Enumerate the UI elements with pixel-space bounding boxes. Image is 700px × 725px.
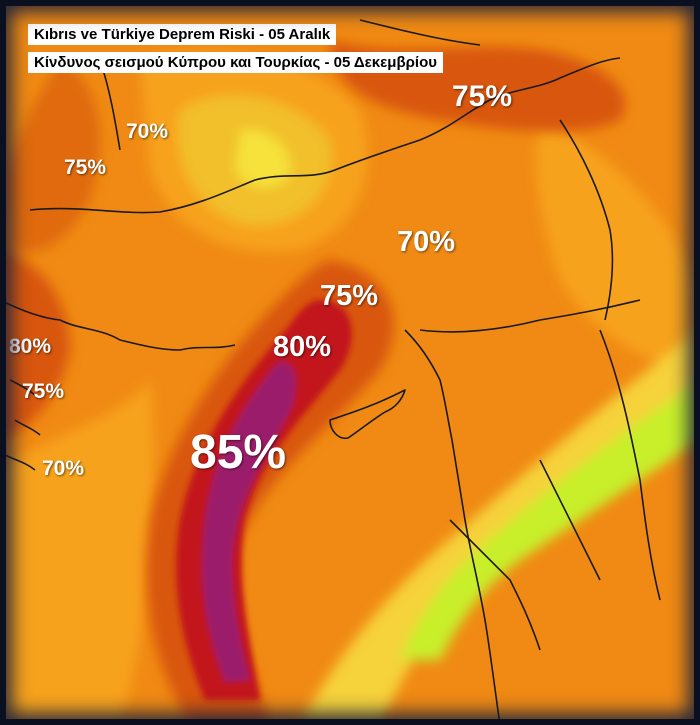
border-south bbox=[449, 519, 541, 651]
border-east-1 bbox=[419, 119, 641, 333]
dark-orange-zone-west bbox=[0, 250, 70, 440]
risk-label: 70% bbox=[126, 120, 169, 143]
risk-label: 80% bbox=[273, 331, 332, 363]
yellow-band-southeast bbox=[300, 330, 700, 725]
yellow-highlight-north bbox=[235, 129, 291, 188]
title-greek: Κίνδυνος σεισμού Κύπρου και Τουρκίας - 0… bbox=[28, 52, 443, 73]
risk-label: 80% bbox=[9, 335, 52, 358]
title-turkish: Kıbrıs ve Türkiye Deprem Riski - 05 Aral… bbox=[28, 24, 337, 45]
risk-label: 75% bbox=[452, 80, 513, 113]
risk-label: 70% bbox=[397, 226, 456, 258]
aegean-islands bbox=[4, 379, 41, 471]
lime-band-southeast bbox=[400, 380, 700, 660]
southern-turkey-coast bbox=[0, 299, 236, 351]
cyprus-outline bbox=[329, 389, 406, 440]
black-sea-coast bbox=[29, 57, 621, 214]
levant-coast bbox=[404, 329, 501, 725]
dark-orange-zone-northwest bbox=[0, 60, 100, 253]
risk-label: 75% bbox=[64, 156, 107, 179]
light-orange-zone-west bbox=[0, 380, 154, 725]
magenta-core bbox=[202, 361, 296, 682]
risk-label: 75% bbox=[320, 280, 379, 312]
light-orange-zone-east bbox=[536, 120, 700, 380]
border-east-2 bbox=[539, 329, 661, 601]
risk-label: 70% bbox=[42, 457, 85, 480]
coastlines bbox=[0, 19, 661, 725]
risk-label: 75% bbox=[22, 380, 65, 403]
risk-label: 85% bbox=[190, 426, 287, 479]
